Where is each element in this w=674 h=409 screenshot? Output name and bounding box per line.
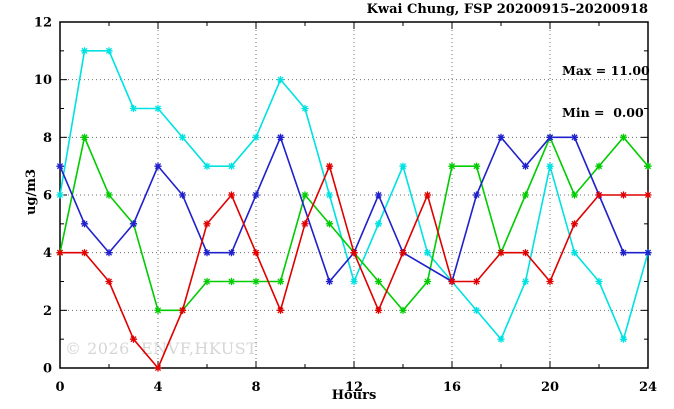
x-tick-labels: 0 4 8 12 16 20 24 — [55, 380, 657, 395]
x-tick-label: 24 — [639, 380, 657, 395]
y-tick-labels: 0 2 4 6 8 10 12 — [34, 16, 52, 377]
y-tick-label: 4 — [43, 246, 52, 261]
x-axis-label: Hours — [331, 388, 377, 403]
series-blue-markers — [56, 133, 652, 286]
legend-min-label: Min = 0.00 — [562, 105, 644, 120]
watermark: © 2026 ENVF,HKUST — [65, 339, 258, 358]
y-tick-label: 2 — [43, 304, 52, 319]
y-tick-label: 6 — [43, 189, 52, 204]
legend-max-label: Max = 11.00 — [562, 63, 650, 78]
x-tick-label: 8 — [251, 380, 260, 395]
legend-box: Max = 11.00 Min = 0.00 — [562, 36, 650, 148]
chart-title: Kwai Chung, FSP 20200915–20200918 — [366, 2, 648, 17]
series-red — [56, 162, 652, 372]
y-tick-label: 12 — [34, 16, 52, 31]
series-red-markers — [56, 162, 652, 372]
x-tick-label: 16 — [443, 380, 461, 395]
x-tick-label: 4 — [153, 380, 162, 395]
x-tick-label: 12 — [345, 380, 363, 395]
x-tick-label: 20 — [541, 380, 559, 395]
grid-lines — [60, 22, 648, 368]
y-tick-label: 0 — [43, 362, 52, 377]
y-tick-label: 8 — [43, 131, 52, 146]
x-tick-label: 0 — [55, 380, 64, 395]
y-tick-label: 10 — [34, 73, 52, 88]
